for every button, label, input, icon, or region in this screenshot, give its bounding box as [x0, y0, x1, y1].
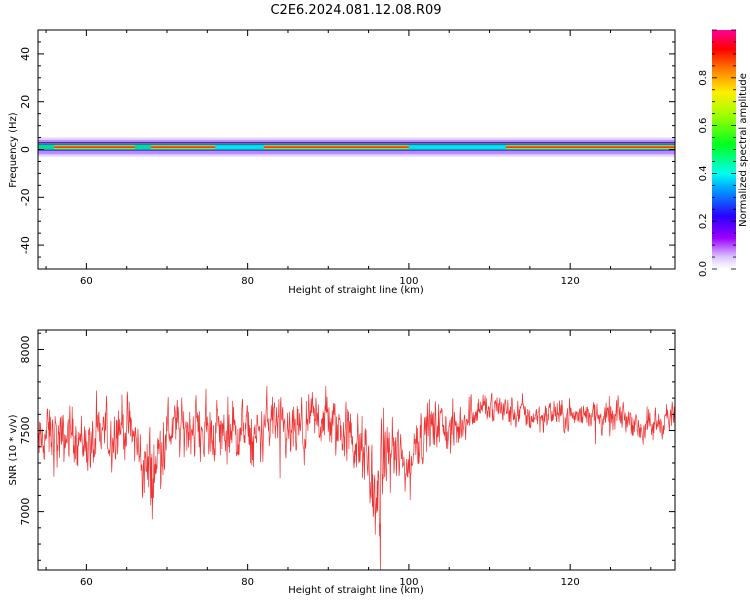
- spectrogram-x-label: Height of straight line (km): [288, 285, 424, 296]
- colorbar-tick-label: 0.4: [698, 165, 709, 181]
- colorbar-tick-label: 0.6: [698, 118, 709, 134]
- spectral-band: [38, 137, 675, 157]
- band-peak-section: [263, 146, 409, 148]
- band-weak-section: [215, 145, 264, 149]
- y-tick-label: 40: [19, 47, 32, 61]
- band-peak-section: [54, 146, 135, 148]
- x-tick-label: 80: [241, 276, 254, 287]
- snr-x-ticks: 60 80 100 120: [45, 330, 652, 588]
- x-tick-label: 60: [80, 276, 93, 287]
- colorbar: 0.0 0.2 0.4 0.6 0.8 Normalized spectral ampl…: [698, 29, 749, 277]
- spectrogram-y-label: Frequency (Hz): [8, 112, 19, 188]
- x-tick-label: 120: [561, 577, 580, 588]
- x-tick-label: 80: [241, 577, 254, 588]
- x-tick-label: 100: [399, 276, 418, 287]
- spectrogram-x-ticks: 60 80 100 120: [45, 30, 652, 287]
- colorbar-gradient: [712, 30, 736, 269]
- y-tick-label: 8000: [19, 335, 32, 363]
- y-tick-label: -40: [19, 236, 32, 254]
- snr-series-line: [38, 385, 675, 570]
- snr-frame: [37, 329, 676, 571]
- x-tick-label: 60: [80, 577, 93, 588]
- band-weak-section: [408, 145, 506, 149]
- band-peak-section: [505, 146, 675, 148]
- spectrogram-panel: 60 80 100 120 -40 -20 0 20 40 Height of straigh…: [8, 29, 676, 296]
- band-peak-section: [150, 146, 216, 148]
- snr-y-ticks: 7000 7500 8000: [19, 332, 675, 561]
- colorbar-label: Normalized spectral amplitude: [738, 73, 749, 227]
- x-tick-label: 100: [399, 577, 418, 588]
- figure-title: C2E6.2024.081.12.08.R09: [270, 3, 441, 18]
- colorbar-tick-label: 0.2: [698, 213, 709, 229]
- y-tick-label: -20: [19, 188, 32, 206]
- colorbar-ticks: 0.0 0.2 0.4 0.6 0.8: [698, 29, 736, 277]
- y-tick-label: 7500: [19, 417, 32, 445]
- snr-panel: 60 80 100 120 7000 7500 8000 Height of straig…: [8, 329, 676, 596]
- snr-y-label: SNR (10 * v/v): [8, 414, 19, 485]
- spectrogram-y-ticks: -40 -20 0 20 40: [19, 29, 675, 270]
- y-tick-label: 7000: [19, 498, 32, 526]
- y-tick-label: 0: [19, 146, 32, 153]
- x-tick-label: 120: [561, 276, 580, 287]
- y-tick-label: 20: [19, 95, 32, 109]
- colorbar-tick-label: 0.8: [698, 70, 709, 86]
- colorbar-tick-label: 0.0: [698, 261, 709, 277]
- snr-x-label: Height of straight line (km): [288, 585, 424, 596]
